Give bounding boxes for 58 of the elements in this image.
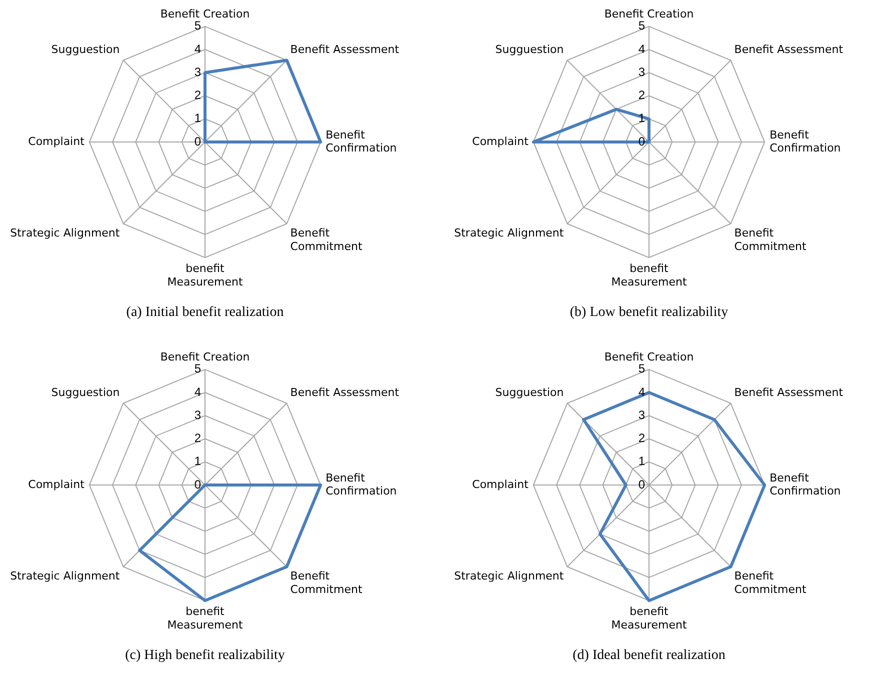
y-tick-label: 5 — [194, 18, 202, 33]
spoke-label: Benefit Commitment — [290, 226, 363, 253]
spoke-label: Benefit Creation — [604, 350, 694, 364]
y-tick-label: 0 — [638, 477, 646, 492]
spoke-label: Benefit Confirmation — [770, 128, 841, 154]
text: (b) Low benefit realizability — [568, 305, 730, 321]
spoke-label: Complaint — [28, 478, 86, 491]
y-tick-label: 5 — [638, 18, 646, 33]
spoke-label: Benefit Commitment — [734, 570, 807, 596]
y-tick-label: 3 — [194, 408, 202, 422]
text: (d) Ideal benefit realization — [572, 648, 726, 664]
y-tick-label: 1 — [194, 111, 202, 126]
y-tick-label: 1 — [638, 111, 646, 126]
y-tick-label: 1 — [638, 454, 646, 468]
spoke-label: Benefit Assessment — [734, 42, 844, 56]
spoke-label: Strategic Alignment — [10, 570, 120, 583]
spoke-label: Benefit Commitment — [290, 570, 363, 596]
y-tick-label: 1 — [194, 454, 202, 468]
spoke-label: Benefit Confirmation — [326, 128, 397, 154]
spoke-label: Complaint — [472, 478, 530, 491]
y-tick-label: 0 — [194, 477, 202, 492]
spoke-label: Complaint — [28, 134, 86, 148]
spoke-label: Benefit Creation — [160, 350, 250, 364]
y-tick-label: 3 — [638, 64, 646, 79]
spoke-label: Strategic Alignment — [10, 226, 120, 240]
y-tick-label: 5 — [638, 362, 646, 376]
spoke-label: Complaint — [472, 134, 530, 148]
y-tick-label: 0 — [194, 134, 202, 148]
spoke-label: Sugguestion — [495, 42, 564, 56]
y-tick-label: 2 — [194, 431, 202, 446]
spoke-label: Strategic Alignment — [454, 570, 564, 583]
spoke-label: Benefit Commitment — [734, 226, 807, 253]
spoke-label: Benefit Confirmation — [326, 471, 397, 498]
y-tick-label: 4 — [194, 42, 202, 56]
text: (c) High benefit realizability — [124, 648, 286, 664]
spoke-label: Sugguestion — [495, 386, 564, 399]
spoke-label: Benefit Assessment — [290, 386, 400, 399]
spoke-label: benefit Measurement — [611, 605, 688, 632]
y-tick-label: 2 — [638, 88, 646, 102]
spoke-label: Sugguestion — [51, 42, 120, 56]
spoke-label: benefit Measurement — [611, 262, 688, 288]
y-tick-label: 5 — [194, 362, 202, 376]
spoke-label: benefit Measurement — [167, 262, 244, 288]
spoke-label: Benefit Assessment — [290, 42, 400, 56]
spoke-label: benefit Measurement — [167, 605, 244, 632]
y-tick-label: 3 — [638, 408, 646, 422]
y-tick-label: 2 — [194, 88, 202, 102]
spoke-label: Benefit Creation — [160, 8, 250, 21]
spoke-label: Benefit Confirmation — [770, 471, 841, 498]
spoke-label: Strategic Alignment — [454, 226, 564, 240]
text: (a) Initial benefit realization — [125, 305, 285, 321]
y-tick-label: 2 — [638, 431, 646, 446]
y-tick-label: 3 — [194, 64, 202, 79]
y-tick-label: 4 — [194, 384, 202, 399]
spoke-label: Benefit Creation — [604, 8, 694, 21]
y-tick-label: 4 — [638, 42, 646, 56]
spoke-label: Benefit Assessment — [734, 386, 844, 399]
spoke-label: Sugguestion — [51, 386, 120, 399]
